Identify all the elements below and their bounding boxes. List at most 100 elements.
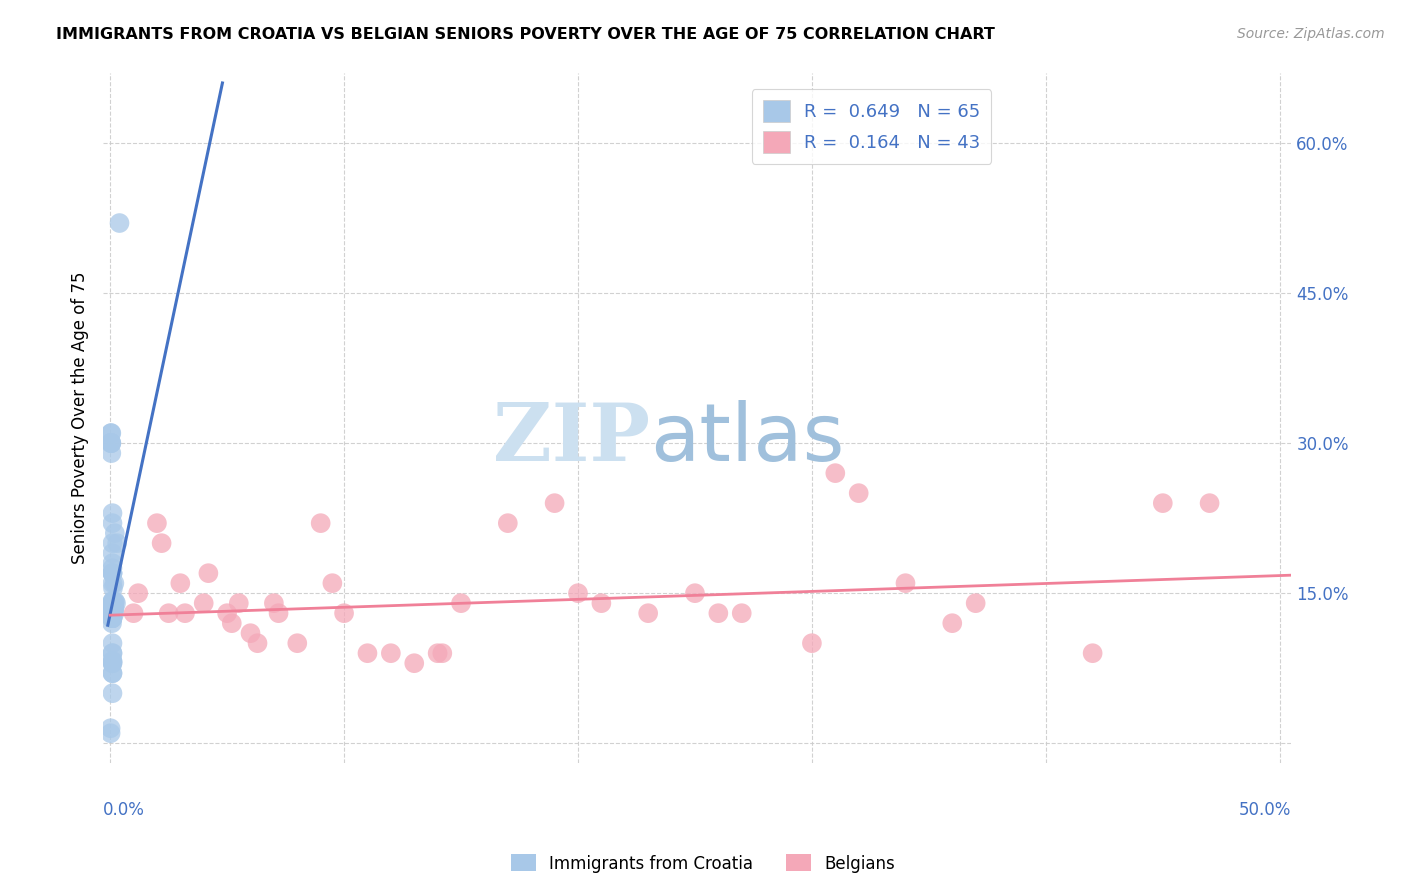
Point — [103, 596, 125, 610]
Point — [101, 603, 124, 617]
Point — [941, 616, 963, 631]
Point — [193, 596, 215, 610]
Point — [239, 626, 262, 640]
Point — [683, 586, 706, 600]
Y-axis label: Seniors Poverty Over the Age of 75: Seniors Poverty Over the Age of 75 — [72, 272, 89, 565]
Point — [103, 601, 125, 615]
Point — [101, 566, 124, 581]
Point — [100, 426, 122, 441]
Point — [103, 606, 125, 620]
Point — [101, 666, 124, 681]
Point — [309, 516, 332, 530]
Point — [101, 606, 124, 620]
Point — [246, 636, 269, 650]
Point — [965, 596, 987, 610]
Point — [105, 536, 128, 550]
Text: atlas: atlas — [650, 400, 844, 478]
Point — [731, 606, 754, 620]
Point — [101, 561, 124, 575]
Point — [217, 606, 239, 620]
Point — [101, 611, 124, 625]
Point — [101, 598, 124, 612]
Point — [404, 657, 426, 671]
Point — [101, 657, 124, 671]
Point — [101, 566, 124, 581]
Point — [707, 606, 730, 620]
Point — [101, 598, 124, 612]
Point — [101, 601, 124, 615]
Point — [591, 596, 613, 610]
Point — [101, 576, 124, 591]
Point — [267, 606, 290, 620]
Point — [101, 646, 124, 660]
Point — [101, 604, 124, 618]
Point — [101, 686, 124, 700]
Point — [432, 646, 454, 660]
Point — [426, 646, 449, 660]
Point — [101, 666, 124, 681]
Point — [228, 596, 250, 610]
Point — [103, 601, 125, 615]
Point — [101, 657, 124, 671]
Point — [101, 604, 124, 618]
Point — [101, 546, 124, 560]
Text: ZIP: ZIP — [492, 400, 650, 478]
Point — [1152, 496, 1174, 510]
Point — [100, 446, 122, 460]
Point — [894, 576, 917, 591]
Point — [101, 606, 124, 620]
Point — [101, 611, 124, 625]
Point — [380, 646, 402, 660]
Point — [567, 586, 589, 600]
Point — [101, 516, 124, 530]
Point — [100, 436, 122, 450]
Point — [356, 646, 378, 660]
Point — [101, 596, 124, 610]
Point — [100, 726, 122, 740]
Point — [101, 606, 124, 620]
Point — [103, 576, 125, 591]
Point — [101, 556, 124, 570]
Legend: R =  0.649   N = 65, R =  0.164   N = 43: R = 0.649 N = 65, R = 0.164 N = 43 — [752, 89, 991, 163]
Point — [800, 636, 823, 650]
Point — [637, 606, 659, 620]
Point — [101, 566, 124, 581]
Point — [101, 598, 124, 612]
Point — [101, 654, 124, 668]
Point — [127, 586, 149, 600]
Point — [108, 216, 131, 230]
Point — [100, 436, 122, 450]
Point — [101, 601, 124, 615]
Point — [101, 596, 124, 610]
Text: 0.0%: 0.0% — [103, 801, 145, 819]
Point — [1198, 496, 1220, 510]
Point — [101, 608, 124, 623]
Point — [146, 516, 169, 530]
Point — [101, 636, 124, 650]
Point — [101, 611, 124, 625]
Legend: Immigrants from Croatia, Belgians: Immigrants from Croatia, Belgians — [503, 847, 903, 880]
Point — [150, 536, 173, 550]
Point — [543, 496, 565, 510]
Point — [101, 506, 124, 520]
Point — [101, 654, 124, 668]
Point — [824, 466, 846, 480]
Point — [285, 636, 308, 650]
Text: 50.0%: 50.0% — [1239, 801, 1292, 819]
Point — [101, 594, 124, 608]
Point — [100, 426, 122, 441]
Point — [101, 606, 124, 620]
Point — [496, 516, 519, 530]
Point — [104, 526, 127, 541]
Point — [101, 606, 124, 620]
Point — [101, 581, 124, 595]
Point — [101, 594, 124, 608]
Point — [333, 606, 356, 620]
Point — [197, 566, 219, 581]
Point — [104, 596, 127, 610]
Point — [848, 486, 870, 500]
Point — [101, 616, 124, 631]
Point — [263, 596, 285, 610]
Point — [101, 604, 124, 618]
Point — [100, 436, 122, 450]
